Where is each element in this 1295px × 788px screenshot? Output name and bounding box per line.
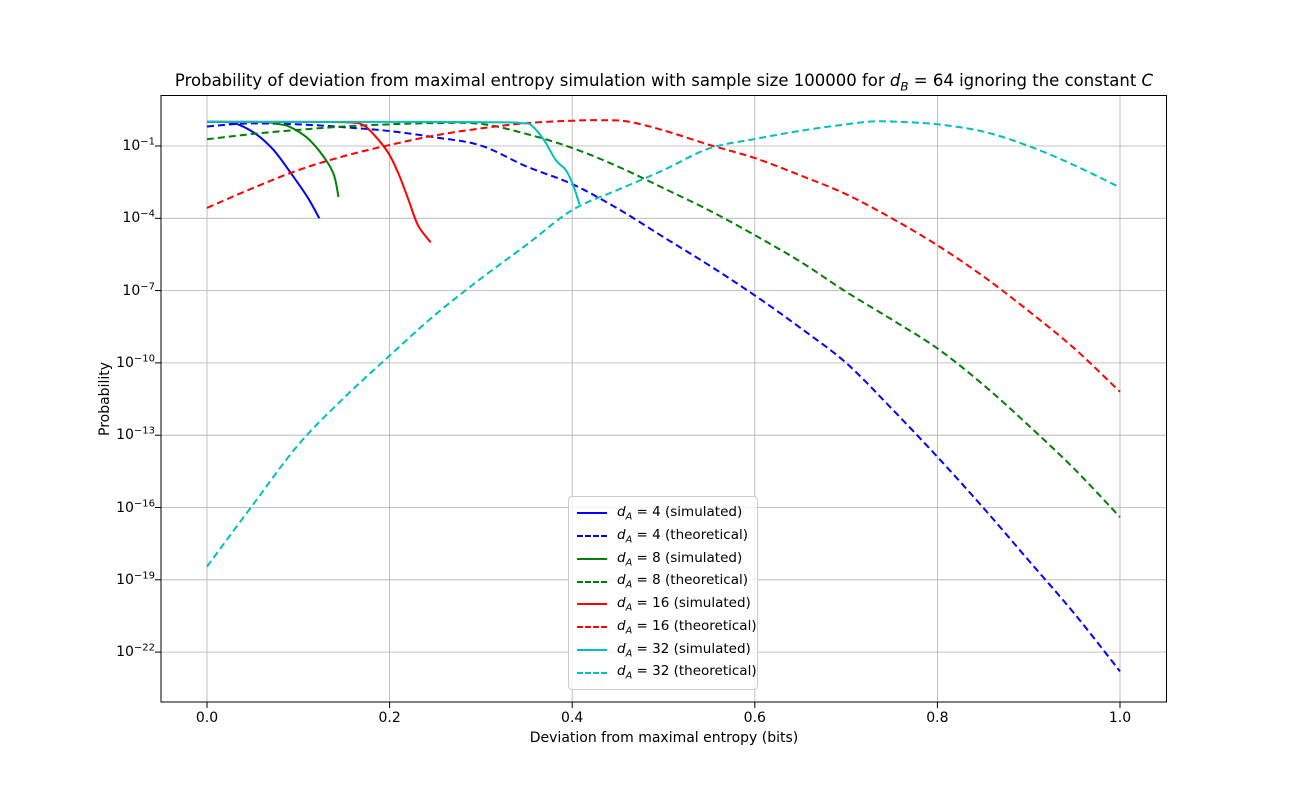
y-tick-label: 10−16 bbox=[116, 497, 155, 516]
legend-row: dA = 4 (simulated) bbox=[577, 504, 749, 523]
title-math-var-dB: d bbox=[889, 71, 901, 90]
legend-line-sample bbox=[577, 603, 607, 606]
legend-label: dA = 16 (theoretical) bbox=[617, 617, 757, 637]
y-axis-label-text: Probability bbox=[97, 361, 113, 437]
legend-line-sample bbox=[577, 535, 607, 538]
series-layer bbox=[206, 119, 1121, 672]
x-tick-label: 1.0 bbox=[1108, 710, 1132, 726]
legend-row: dA = 16 (theoretical) bbox=[577, 618, 757, 636]
plot-frame bbox=[160, 95, 1167, 703]
title-math-var-C: C bbox=[1141, 71, 1154, 90]
y-tick-label: 10−10 bbox=[116, 353, 155, 371]
title-math-sub-B: B bbox=[900, 79, 909, 94]
legend-label: dA = 8 (simulated) bbox=[617, 549, 743, 569]
y-tick-label: 10−13 bbox=[116, 425, 155, 444]
legend-label: dA = 4 (simulated) bbox=[617, 504, 743, 523]
x-tick-label: 0.2 bbox=[378, 710, 401, 726]
legend-line-sample bbox=[577, 648, 607, 651]
series-dA16_theoretical bbox=[206, 119, 1121, 393]
x-tick-label: 0.6 bbox=[743, 710, 766, 726]
legend-row: dA = 16 (simulated) bbox=[577, 595, 751, 614]
y-tick-label: 10−7 bbox=[122, 280, 155, 299]
legend-label: dA = 8 (theoretical) bbox=[617, 572, 749, 591]
series-dA32_simulated bbox=[207, 120, 581, 205]
x-tick-label: 0.4 bbox=[561, 710, 584, 726]
x-tick-label: 0.0 bbox=[195, 710, 219, 726]
legend-line-sample bbox=[577, 580, 607, 583]
series-dA8_theoretical bbox=[206, 121, 1121, 518]
legend-row: dA = 8 (simulated) bbox=[577, 549, 749, 569]
chart-title: Probability of deviation from maximal en… bbox=[161, 71, 1167, 93]
legend-line-sample bbox=[577, 557, 607, 560]
legend-label: dA = 4 (theoretical) bbox=[617, 526, 749, 546]
title-middle: = 64 ignoring the constant bbox=[908, 71, 1142, 90]
x-tick-label: 0.8 bbox=[926, 710, 949, 726]
legend-row: dA = 4 (theoretical) bbox=[577, 526, 749, 546]
legend-label: dA = 16 (simulated) bbox=[617, 595, 751, 614]
y-tick-label: 10−4 bbox=[122, 208, 155, 227]
y-tick-label: 10−19 bbox=[116, 570, 155, 588]
legend-line-sample bbox=[577, 512, 607, 515]
title-text: Probability of deviation from maximal en… bbox=[174, 71, 890, 90]
legend-line-sample bbox=[577, 626, 607, 629]
legend-label: dA = 32 (simulated) bbox=[617, 640, 751, 660]
legend-row: dA = 32 (simulated) bbox=[577, 640, 751, 660]
y-tick-label: 10−1 bbox=[122, 136, 155, 154]
series-dA32_theoretical bbox=[206, 120, 1121, 568]
tickmark-layer bbox=[155, 145, 1121, 708]
y-tick-label: 10−22 bbox=[116, 642, 155, 661]
legend-row: dA = 8 (theoretical) bbox=[577, 572, 749, 591]
legend-label: dA = 32 (theoretical) bbox=[617, 663, 757, 682]
series-dA16_simulated bbox=[206, 120, 432, 244]
x-axis-label: Deviation from maximal entropy (bits) bbox=[529, 730, 799, 746]
legend-row: dA = 32 (theoretical) bbox=[577, 663, 757, 682]
series-dA8_simulated bbox=[206, 120, 340, 198]
legend-line-sample bbox=[577, 671, 607, 674]
legend: dA = 4 (simulated) dA = 4 (theoretical) dA… bbox=[568, 496, 758, 690]
